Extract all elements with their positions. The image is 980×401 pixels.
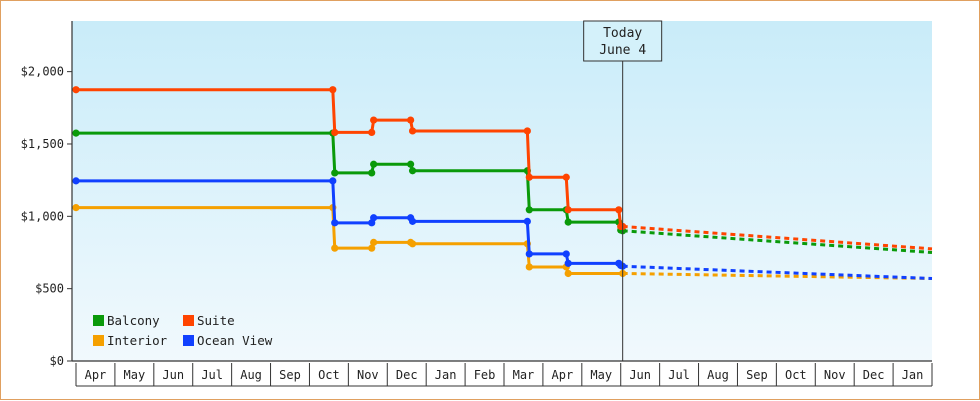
data-point[interactable]	[72, 86, 80, 94]
series-line-ocean-view	[76, 179, 624, 268]
data-point[interactable]	[368, 244, 376, 252]
y-tick-label: $2,000	[21, 65, 64, 79]
today-label: Today	[603, 26, 642, 41]
data-point[interactable]	[407, 160, 415, 168]
series-projection-interior	[622, 271, 933, 281]
y-tick-label: $1,000	[21, 209, 64, 223]
data-point[interactable]	[525, 250, 533, 258]
data-point[interactable]	[408, 217, 417, 225]
x-tick-label: Mar	[513, 368, 535, 382]
data-point[interactable]	[370, 238, 378, 246]
x-tick-label: Jan	[902, 368, 924, 382]
data-point[interactable]	[408, 127, 417, 135]
series-line-balcony	[76, 131, 624, 233]
legend-swatch	[183, 335, 194, 346]
data-point[interactable]	[525, 173, 533, 181]
x-tick-label: Jun	[162, 368, 184, 382]
x-tick-label: Nov	[824, 368, 846, 382]
data-point[interactable]	[523, 127, 531, 135]
data-point[interactable]	[408, 167, 417, 175]
x-tick-label: Jun	[629, 368, 651, 382]
data-point[interactable]	[329, 86, 337, 94]
data-point[interactable]	[408, 240, 417, 248]
data-point[interactable]	[523, 217, 531, 225]
x-tick-label: Jul	[201, 368, 223, 382]
data-point[interactable]	[407, 116, 415, 124]
x-tick-label: Sep	[279, 368, 301, 382]
data-point[interactable]	[72, 177, 80, 185]
x-tick-label: Aug	[240, 368, 262, 382]
x-tick-label: Jan	[435, 368, 457, 382]
data-point[interactable]	[331, 169, 339, 177]
data-point[interactable]	[525, 263, 533, 271]
x-tick-label: Sep	[746, 368, 768, 382]
data-point[interactable]	[370, 116, 378, 124]
data-point[interactable]	[564, 218, 572, 226]
legend-swatch	[93, 335, 104, 346]
data-point[interactable]	[564, 269, 572, 278]
data-point[interactable]	[370, 160, 378, 168]
data-point[interactable]	[331, 219, 339, 227]
legend-swatch	[183, 315, 194, 326]
x-tick-label: Nov	[357, 368, 379, 382]
x-tick-label: May	[124, 368, 146, 382]
legend-label: Balcony	[107, 313, 160, 328]
data-point[interactable]	[368, 128, 376, 137]
data-point[interactable]	[72, 204, 80, 212]
data-point[interactable]	[564, 206, 572, 214]
data-point[interactable]	[564, 259, 572, 267]
legend-label: Suite	[197, 313, 235, 328]
x-tick-label: Oct	[318, 368, 340, 382]
x-tick-label: Oct	[785, 368, 807, 382]
today-callout-box	[583, 20, 663, 62]
data-point[interactable]	[525, 206, 533, 214]
x-tick-label: Feb	[474, 368, 496, 382]
series-line-suite	[76, 88, 623, 228]
data-point[interactable]	[368, 169, 376, 177]
data-point[interactable]	[615, 206, 623, 214]
data-point[interactable]	[329, 177, 337, 185]
data-point[interactable]	[562, 173, 570, 181]
today-date-label: June 4	[599, 43, 646, 58]
x-tick-label: Dec	[863, 368, 885, 382]
data-point[interactable]	[370, 214, 378, 222]
plot-area	[72, 21, 932, 361]
x-tick-label: May	[590, 368, 612, 382]
x-tick-label: Apr	[552, 368, 574, 382]
y-tick-label: $500	[35, 282, 64, 296]
legend-label: Ocean View	[197, 333, 273, 348]
data-point[interactable]	[72, 129, 80, 137]
series-projection-suite	[622, 224, 933, 251]
data-point[interactable]	[331, 128, 339, 137]
x-tick-label: Dec	[396, 368, 418, 382]
y-tick-label: $0	[50, 354, 64, 368]
x-tick-label: Aug	[707, 368, 729, 382]
data-point[interactable]	[331, 244, 339, 252]
series-projection-balcony	[622, 229, 933, 254]
y-tick-label: $1,500	[21, 137, 64, 151]
x-tick-label: Jul	[668, 368, 690, 382]
data-point[interactable]	[562, 250, 570, 258]
series-projection-ocean-view	[622, 264, 933, 281]
x-tick-label: Apr	[85, 368, 107, 382]
legend-label: Interior	[107, 333, 168, 348]
legend-swatch	[93, 315, 104, 326]
